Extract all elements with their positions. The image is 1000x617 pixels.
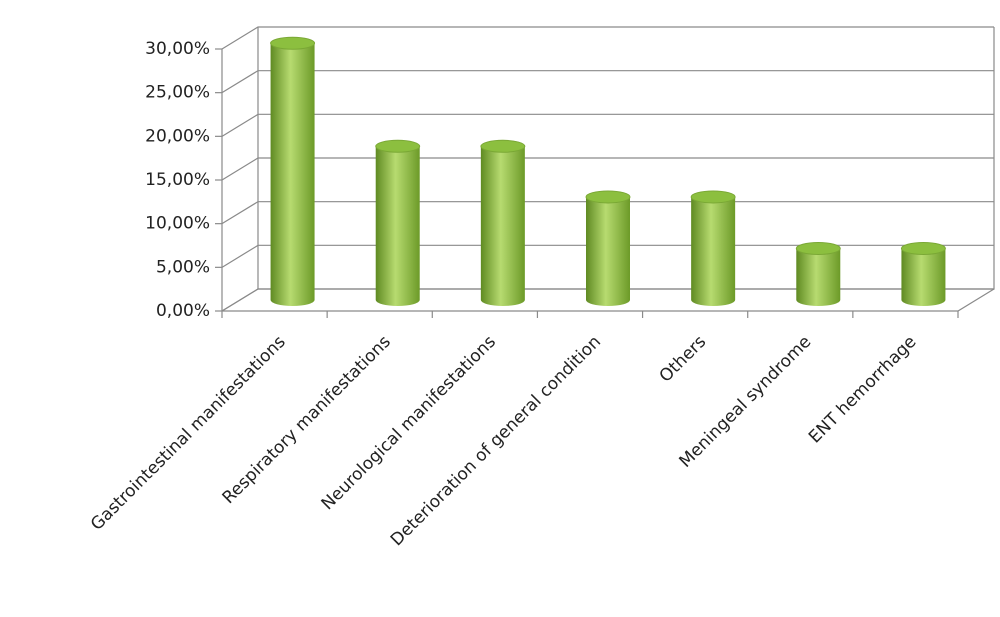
bar bbox=[270, 36, 316, 307]
y-tick-label: 0,00% bbox=[156, 301, 210, 321]
bar-body bbox=[375, 146, 420, 306]
y-tick-label: 30,00% bbox=[145, 39, 210, 59]
x-tick-label: ENT hemorrhage bbox=[805, 332, 920, 447]
bar bbox=[900, 241, 946, 306]
grid-line bbox=[221, 201, 994, 225]
y-tick-label: 5,00% bbox=[156, 257, 210, 277]
y-tick-label: 10,00% bbox=[145, 214, 210, 234]
x-tick-label: Deterioration of general condition bbox=[387, 332, 605, 550]
x-tick-label: Others bbox=[656, 332, 711, 387]
bar-top bbox=[585, 190, 631, 204]
grid-line bbox=[221, 70, 994, 94]
grid-line bbox=[221, 26, 994, 50]
x-tick-label: Neurological manifestations bbox=[318, 332, 500, 514]
bar-top bbox=[375, 139, 421, 153]
bar-body bbox=[901, 248, 946, 306]
bar bbox=[795, 241, 841, 306]
bar-body bbox=[796, 248, 841, 306]
bar-top bbox=[480, 139, 526, 153]
bar-top bbox=[795, 241, 841, 255]
grid-line bbox=[221, 157, 994, 181]
grid-line bbox=[221, 113, 994, 137]
y-tick-label: 20,00% bbox=[145, 126, 210, 146]
x-tick-label: Respiratory manifestations bbox=[219, 332, 395, 508]
y-tick-label: 25,00% bbox=[145, 83, 210, 103]
bar bbox=[375, 139, 421, 306]
bar-body bbox=[480, 146, 525, 306]
bar bbox=[480, 139, 526, 306]
bar-body bbox=[586, 196, 630, 306]
grid-line bbox=[221, 244, 994, 268]
bar-top bbox=[900, 241, 946, 255]
bar bbox=[585, 190, 631, 306]
grid-line bbox=[221, 288, 994, 312]
bar-body bbox=[270, 43, 315, 307]
bar-top bbox=[270, 36, 316, 50]
y-tick-label: 15,00% bbox=[145, 170, 210, 190]
x-tick-label: Gastrointestinal manifestations bbox=[87, 332, 290, 535]
bar-body bbox=[691, 196, 736, 306]
bar-top bbox=[690, 190, 736, 204]
bar bbox=[690, 190, 736, 306]
